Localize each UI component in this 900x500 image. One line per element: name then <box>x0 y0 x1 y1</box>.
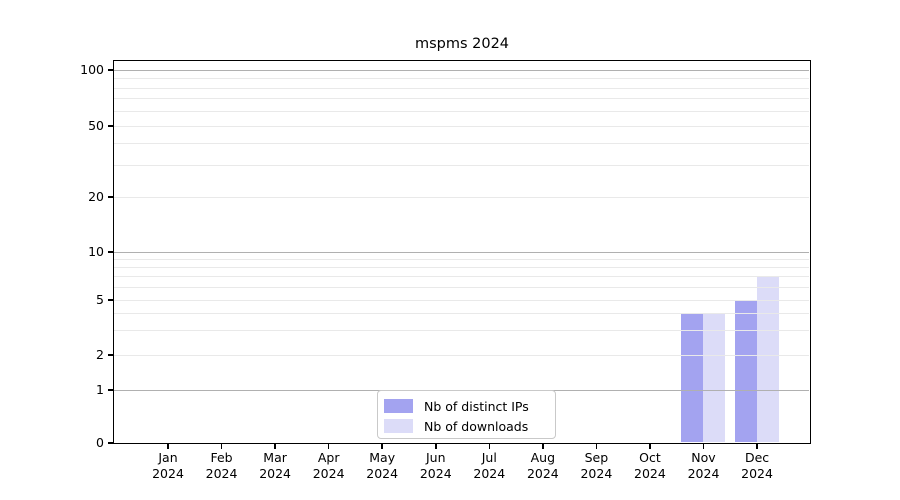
x-tick-mark <box>274 444 276 449</box>
y-tick-mark <box>108 196 113 198</box>
gridline-minor <box>114 276 809 278</box>
gridline-minor <box>114 125 809 127</box>
x-tick-month: Mar <box>263 450 287 465</box>
y-tick-mark <box>108 125 113 127</box>
y-tick-label: 100 <box>80 62 104 77</box>
x-tick-month: Dec <box>744 450 770 465</box>
x-tick-year: 2024 <box>312 466 345 481</box>
x-tick-mark <box>220 444 223 449</box>
x-tick-mark <box>381 444 383 449</box>
x-tick-month: Sep <box>584 450 609 465</box>
bar <box>681 312 703 442</box>
gridline-minor <box>114 330 809 332</box>
legend-swatch-icon <box>384 419 413 433</box>
bar <box>703 312 725 442</box>
x-tick-label: Apr 2024 <box>294 450 364 482</box>
gridline-minor <box>114 87 809 89</box>
x-tick-mark <box>435 444 437 449</box>
x-tick-mark <box>488 444 491 449</box>
bar <box>756 276 779 442</box>
x-tick-month: Oct <box>639 450 661 465</box>
x-tick-label: May 2024 <box>347 450 417 482</box>
chart-title: mspms 2024 <box>414 36 510 52</box>
x-tick-year: 2024 <box>580 466 613 481</box>
x-tick-label: Mar 2024 <box>240 450 310 482</box>
bar <box>734 299 757 442</box>
gridline-minor <box>114 286 809 288</box>
y-tick-label: 10 <box>88 244 104 259</box>
x-tick-year: 2024 <box>473 466 506 481</box>
gridline-minor <box>114 299 809 301</box>
y-tick-label: 1 <box>96 382 104 397</box>
x-tick-year: 2024 <box>741 466 773 481</box>
y-tick-label: 5 <box>96 292 104 307</box>
legend-label: Nb of downloads <box>424 418 529 434</box>
x-tick-mark <box>542 444 544 449</box>
x-tick-month: Jan <box>158 450 178 465</box>
x-tick-month: May <box>369 450 396 465</box>
y-tick-label: 50 <box>88 118 104 133</box>
legend-label: Nb of distinct IPs <box>424 398 529 414</box>
gridline-minor <box>114 78 809 79</box>
legend-entry: Nb of downloads <box>384 416 555 436</box>
gridline-minor <box>114 266 809 268</box>
y-tick-mark <box>108 354 113 356</box>
plot-area <box>113 60 811 444</box>
y-tick-mark <box>108 69 113 71</box>
gridline-minor <box>114 142 809 144</box>
x-tick-year: 2024 <box>526 466 559 481</box>
legend-swatch-icon <box>384 399 413 413</box>
y-tick-label: 20 <box>88 189 104 204</box>
x-tick-label: Jan 2024 <box>133 450 203 482</box>
y-tick-mark <box>108 299 113 301</box>
legend-entry: Nb of distinct IPs <box>384 396 555 416</box>
x-tick-label: Aug 2024 <box>508 450 578 482</box>
x-tick-label: Sep 2024 <box>561 450 631 482</box>
gridline-minor <box>114 196 809 198</box>
x-tick-month: Nov <box>691 450 716 465</box>
x-tick-label: Jul 2024 <box>454 450 524 482</box>
x-tick-year: 2024 <box>205 466 238 481</box>
y-tick-mark <box>108 442 113 444</box>
x-tick-month: Feb <box>210 450 233 465</box>
x-tick-month: Jun <box>425 450 446 465</box>
x-tick-year: 2024 <box>152 466 184 481</box>
x-tick-year: 2024 <box>419 466 452 481</box>
y-tick-label: 2 <box>96 347 104 362</box>
x-tick-label: Dec 2024 <box>722 450 792 482</box>
x-tick-month: Aug <box>530 450 556 465</box>
gridline-minor <box>114 258 809 260</box>
legend: Nb of distinct IPs Nb of downloads <box>377 390 556 439</box>
x-tick-label: Oct 2024 <box>615 450 685 482</box>
x-tick-mark <box>702 444 705 449</box>
gridline-minor <box>114 312 809 314</box>
x-tick-year: 2024 <box>634 466 666 481</box>
gridline-major <box>114 251 809 253</box>
x-tick-mark <box>167 444 169 449</box>
x-tick-label: Feb 2024 <box>187 450 257 482</box>
x-tick-label: Nov 2024 <box>669 450 739 482</box>
y-tick-mark <box>108 389 113 391</box>
gridline-minor <box>114 354 809 356</box>
gridline-minor <box>114 110 809 112</box>
x-tick-mark <box>756 444 758 449</box>
x-tick-month: Jul <box>481 450 497 465</box>
gridline-minor <box>114 165 809 167</box>
x-tick-year: 2024 <box>366 466 399 481</box>
x-tick-month: Apr <box>317 450 340 465</box>
x-tick-label: Jun 2024 <box>401 450 471 482</box>
x-tick-year: 2024 <box>259 466 291 481</box>
x-tick-year: 2024 <box>687 466 720 481</box>
y-tick-mark <box>108 251 113 253</box>
x-tick-mark <box>327 444 330 449</box>
gridline-major <box>114 69 809 71</box>
x-tick-mark <box>595 444 598 449</box>
y-tick-label: 0 <box>96 435 104 450</box>
gridline-minor <box>114 98 809 100</box>
x-tick-mark <box>649 444 651 449</box>
